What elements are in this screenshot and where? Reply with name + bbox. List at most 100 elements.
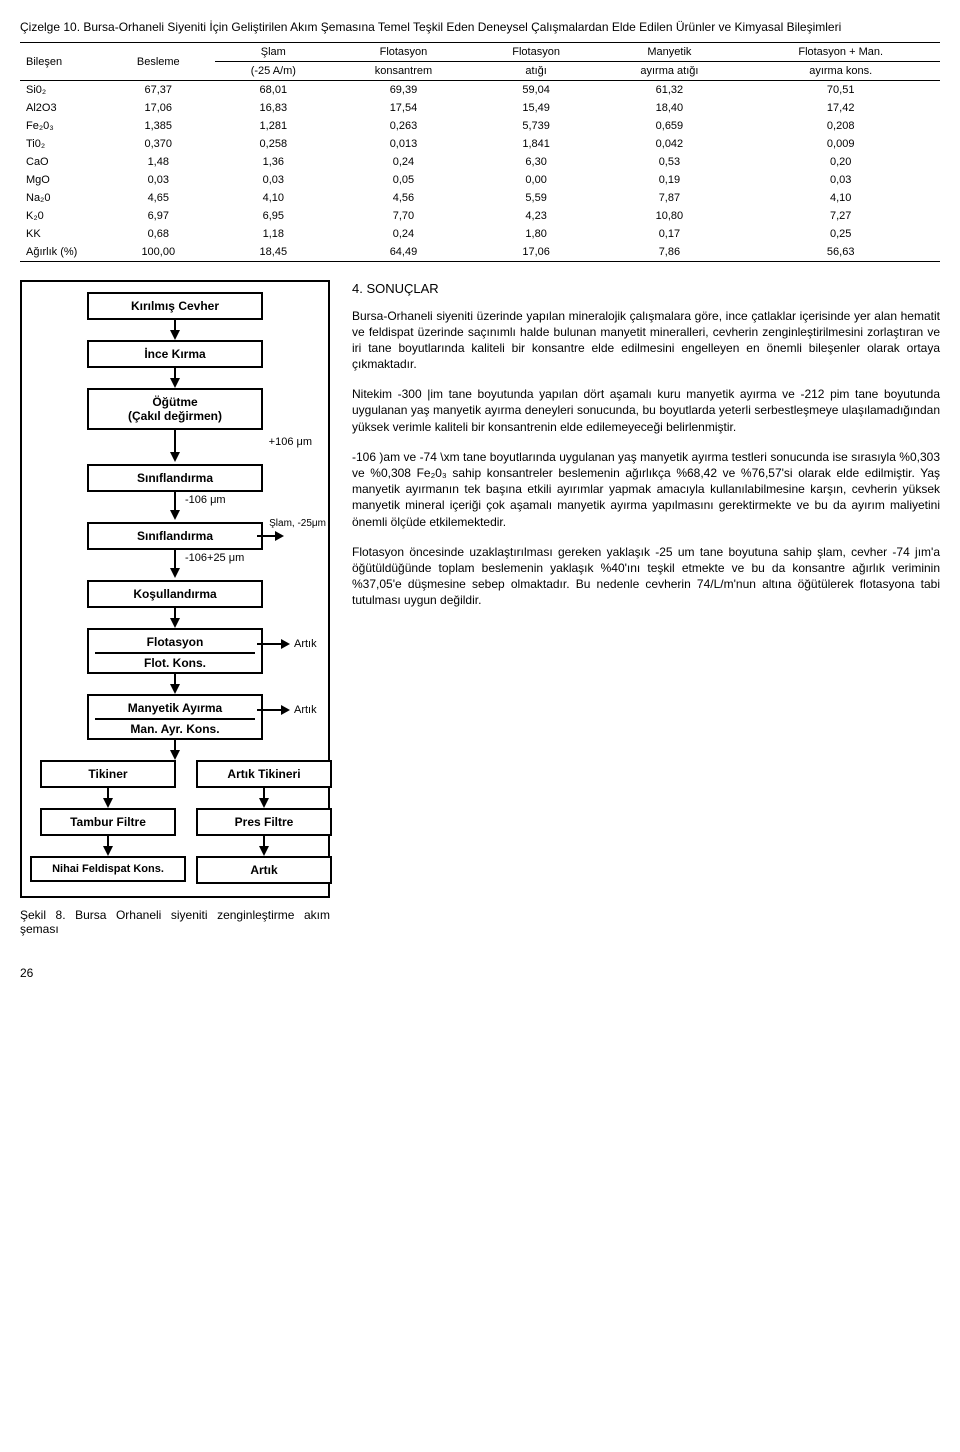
th-flota2: atığı: [475, 62, 598, 81]
cell-value: 0,24: [332, 225, 475, 243]
cell-value: 0,68: [102, 225, 215, 243]
cell-value: 1,80: [475, 225, 598, 243]
table-row: KK0,681,180,241,800,170,25: [20, 225, 940, 243]
paragraph-2: Nitekim -300 |im tane boyutunda yapılan …: [352, 386, 940, 435]
cell-bilesen: Ti0₂: [20, 135, 102, 153]
th-flotman1: Flotasyon + Man.: [741, 43, 940, 62]
cell-value: 0,24: [332, 153, 475, 171]
node-artik-tikineri: Artık Tikineri: [196, 760, 332, 788]
node-artik: Artık: [196, 856, 332, 884]
node-pres-filtre: Pres Filtre: [196, 808, 332, 836]
table-row: Si0₂67,3768,0169,3959,0461,3270,51: [20, 81, 940, 100]
node-flotasyon-title: Flotasyon: [95, 635, 255, 649]
table-row: Al2O317,0616,8317,5415,4918,4017,42: [20, 99, 940, 117]
table-row: MgO0,030,030,050,000,190,03: [20, 171, 940, 189]
cell-value: 15,49: [475, 99, 598, 117]
cell-bilesen: CaO: [20, 153, 102, 171]
cell-value: 1,385: [102, 117, 215, 135]
cell-value: 0,009: [741, 135, 940, 153]
cell-value: 0,013: [332, 135, 475, 153]
cell-value: 4,10: [741, 189, 940, 207]
cell-value: 0,042: [597, 135, 741, 153]
cell-bilesen: Fe₂0₃: [20, 117, 102, 135]
cell-value: 16,83: [215, 99, 333, 117]
page-number: 26: [20, 966, 940, 980]
th-slam2: (-25 A/m): [215, 62, 333, 81]
label-plus106: +106 μm: [269, 436, 312, 448]
cell-value: 4,56: [332, 189, 475, 207]
cell-value: 1,36: [215, 153, 333, 171]
cell-value: 17,06: [475, 243, 598, 262]
cell-value: 0,258: [215, 135, 333, 153]
node-tambur-filtre: Tambur Filtre: [40, 808, 176, 836]
cell-value: 18,40: [597, 99, 741, 117]
label-106-25: -106+25 μm: [185, 552, 244, 564]
node-ince-kirma: İnce Kırma: [87, 340, 263, 368]
table-row: Ağırlık (%)100,0018,4564,4917,067,8656,6…: [20, 243, 940, 262]
table-row: CaO1,481,360,246,300,530,20: [20, 153, 940, 171]
data-table: Bileşen Besleme Şlam Flotasyon Flotasyon…: [20, 42, 940, 262]
cell-value: 7,86: [597, 243, 741, 262]
th-flotk1: Flotasyon: [332, 43, 475, 62]
paragraph-3: -106 )am ve -74 \xm tane boyutlarında uy…: [352, 449, 940, 530]
label-slam: Şlam, -25μm: [269, 518, 326, 529]
th-bilesen: Bileşen: [20, 43, 102, 81]
cell-value: 10,80: [597, 207, 741, 225]
cell-value: 56,63: [741, 243, 940, 262]
node-nihai-feldispat: Nihai Feldispat Kons.: [30, 856, 186, 882]
cell-value: 17,42: [741, 99, 940, 117]
cell-value: 1,281: [215, 117, 333, 135]
cell-value: 5,59: [475, 189, 598, 207]
cell-bilesen: Na₂0: [20, 189, 102, 207]
th-many1: Manyetik: [597, 43, 741, 62]
cell-value: 0,659: [597, 117, 741, 135]
cell-value: 0,370: [102, 135, 215, 153]
cell-value: 17,06: [102, 99, 215, 117]
label-minus106: -106 μm: [185, 494, 226, 506]
cell-value: 0,00: [475, 171, 598, 189]
cell-value: 0,19: [597, 171, 741, 189]
cell-value: 18,45: [215, 243, 333, 262]
table-row: Ti0₂0,3700,2580,0131,8410,0420,009: [20, 135, 940, 153]
node-flotasyon-sub: Flot. Kons.: [95, 652, 255, 670]
cell-value: 0,03: [741, 171, 940, 189]
section-title: 4. SONUÇLAR: [352, 280, 940, 298]
cell-value: 0,17: [597, 225, 741, 243]
cell-value: 70,51: [741, 81, 940, 100]
table-row: Fe₂0₃1,3851,2810,2635,7390,6590,208: [20, 117, 940, 135]
paragraph-4: Flotasyon öncesinde uzaklaştırılması ger…: [352, 544, 940, 609]
th-flotk2: konsantrem: [332, 62, 475, 81]
paragraph-1: Bursa-Orhaneli siyeniti üzerinde yapılan…: [352, 308, 940, 373]
cell-value: 0,03: [215, 171, 333, 189]
cell-value: 5,739: [475, 117, 598, 135]
cell-value: 4,23: [475, 207, 598, 225]
cell-value: 7,27: [741, 207, 940, 225]
cell-value: 6,30: [475, 153, 598, 171]
cell-value: 6,95: [215, 207, 333, 225]
cell-bilesen: Si0₂: [20, 81, 102, 100]
node-tikiner: Tikiner: [40, 760, 176, 788]
cell-value: 64,49: [332, 243, 475, 262]
cell-value: 67,37: [102, 81, 215, 100]
cell-value: 1,48: [102, 153, 215, 171]
cell-value: 1,18: [215, 225, 333, 243]
node-siniflandirma-1: Sınıflandırma: [87, 464, 263, 492]
cell-value: 0,05: [332, 171, 475, 189]
cell-value: 4,10: [215, 189, 333, 207]
node-flotasyon: Flotasyon Flot. Kons.: [87, 628, 263, 674]
label-artik-1: Artık: [294, 638, 317, 650]
cell-value: 0,53: [597, 153, 741, 171]
cell-value: 59,04: [475, 81, 598, 100]
cell-value: 7,70: [332, 207, 475, 225]
node-manyetik-title: Manyetik Ayırma: [95, 701, 255, 715]
th-flotman2: ayırma kons.: [741, 62, 940, 81]
node-ogutme: Öğütme (Çakıl değirmen): [87, 388, 263, 430]
cell-value: 0,03: [102, 171, 215, 189]
cell-value: 0,263: [332, 117, 475, 135]
cell-value: 7,87: [597, 189, 741, 207]
cell-value: 0,20: [741, 153, 940, 171]
cell-value: 69,39: [332, 81, 475, 100]
flowchart-caption: Şekil 8. Bursa Orhaneli siyeniti zenginl…: [20, 908, 330, 936]
cell-value: 17,54: [332, 99, 475, 117]
node-siniflandirma-2: Sınıflandırma: [87, 522, 263, 550]
